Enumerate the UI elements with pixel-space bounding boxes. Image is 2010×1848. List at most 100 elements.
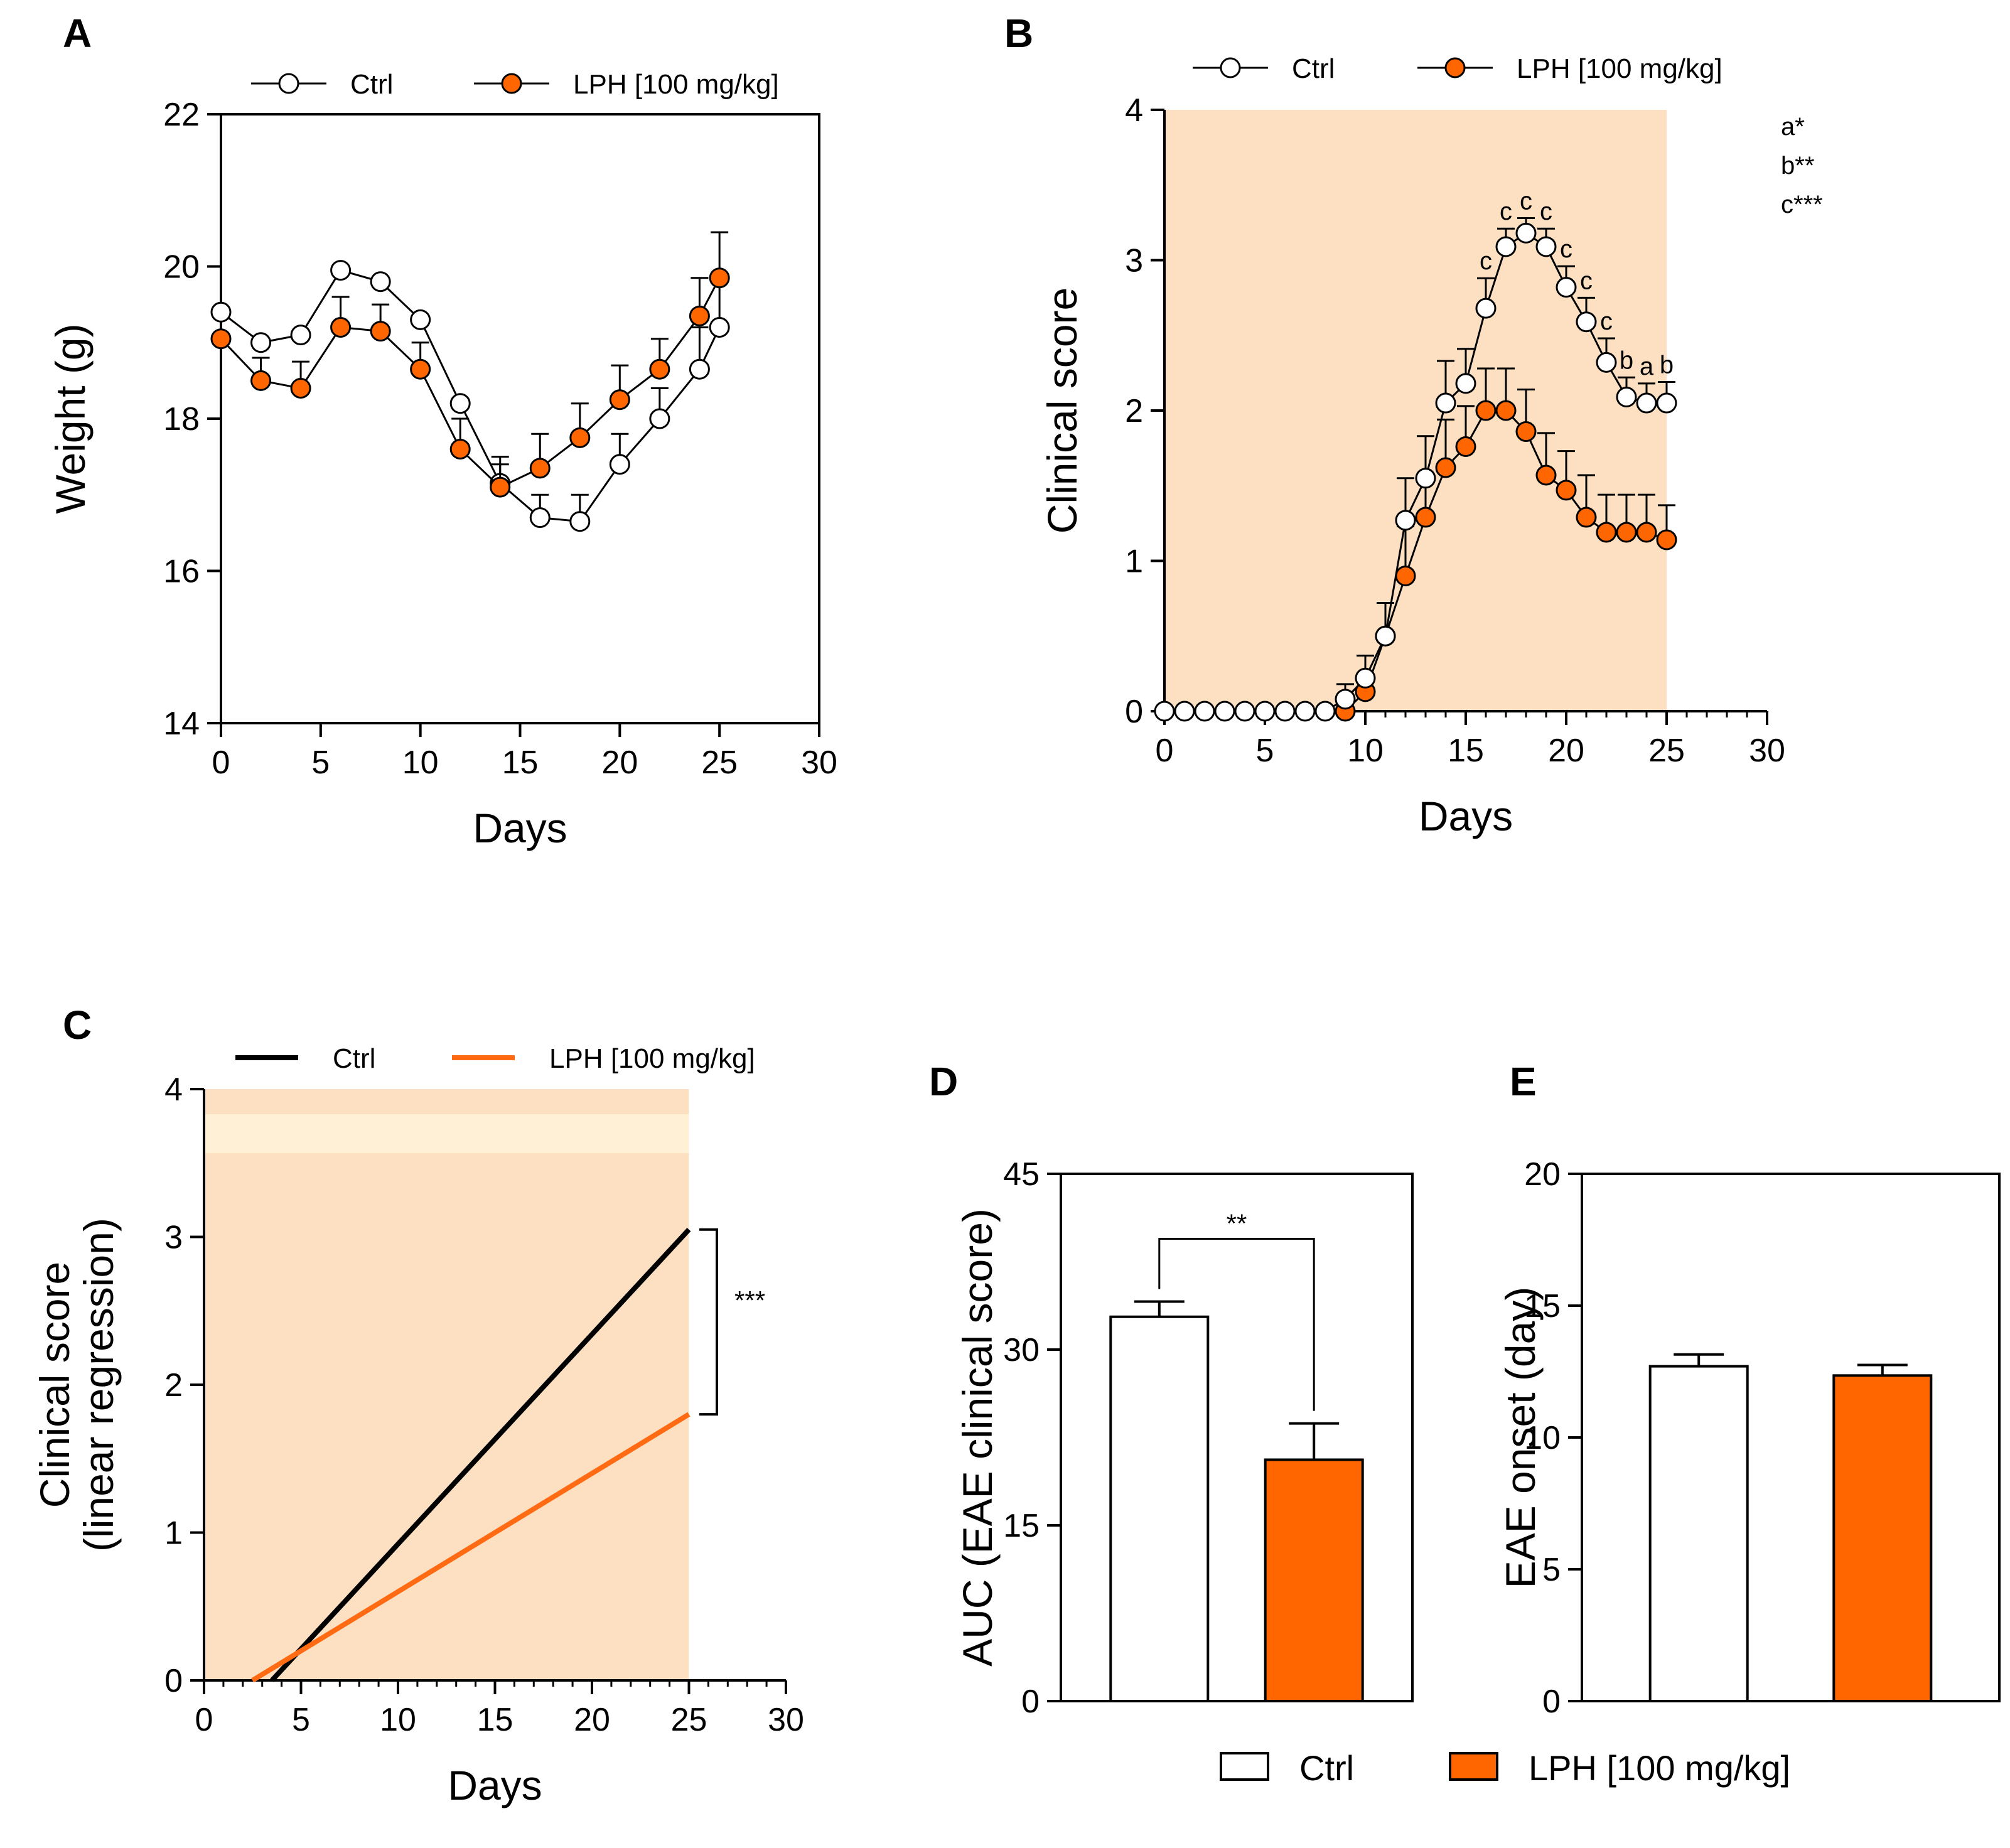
y-tick-label: 16 (163, 554, 200, 590)
ctrl-data-point (1214, 701, 1235, 722)
y-tick-label: 10 (1524, 1420, 1561, 1456)
ctrl-data-point (1375, 625, 1396, 647)
ctrl-data-point (1395, 510, 1416, 531)
x-tick-label: 5 (311, 744, 330, 781)
x-tick-label: 30 (768, 1702, 804, 1738)
panel-letter-d: D (929, 1059, 958, 1104)
lph-data-point (709, 267, 730, 289)
ctrl-data-point (1556, 277, 1577, 298)
x-tick-label: 25 (671, 1702, 707, 1738)
significance-label: *** (734, 1286, 765, 1315)
y-tick-label: 20 (163, 249, 200, 286)
y-axis-title: EAE onset (day) (1497, 1287, 1544, 1589)
y-tick-label: 14 (163, 706, 200, 742)
x-tick-label: 30 (1749, 733, 1785, 769)
panel-b: B 0 5 10 15 20 25 30 0 1 2 3 4 Days Clinical score Ctr… (1004, 11, 1823, 839)
lph-data-point (1596, 522, 1617, 543)
y-tick-label: 4 (1125, 92, 1143, 129)
lph-data-point (410, 358, 431, 380)
lph-data-point (1636, 522, 1657, 543)
ctrl-data-point (1154, 701, 1175, 722)
panel-letter-b: B (1004, 11, 1033, 56)
ctrl-data-point (689, 358, 710, 380)
ctrl-sig-label: c (1480, 247, 1492, 275)
ctrl-data-point (1194, 701, 1215, 722)
legend-ctrl-label: Ctrl (1292, 53, 1335, 84)
ctrl-data-point (370, 271, 391, 293)
y-axis-title: Clinical score (31, 1262, 78, 1508)
lph-data-point (370, 321, 391, 342)
legend-ctrl-label: Ctrl (333, 1043, 375, 1074)
ctrl-data-point (1495, 236, 1517, 257)
legend-lph-marker (1444, 57, 1466, 78)
y-tick-label: 3 (1125, 243, 1143, 279)
x-tick-label: 25 (701, 744, 738, 781)
y-tick-label: 20 (1524, 1156, 1561, 1193)
legend-ctrl-label: Ctrl (1299, 1748, 1354, 1788)
significance-key: c*** (1781, 191, 1823, 218)
ctrl-data-point (410, 309, 431, 330)
y-tick-label: 18 (163, 401, 200, 438)
x-tick-label: 20 (1548, 733, 1584, 769)
x-tick-label: 15 (477, 1702, 513, 1738)
lph-regression-line (251, 1412, 691, 1683)
lph-bar (1264, 1458, 1364, 1702)
ctrl-data-point (449, 393, 471, 414)
ctrl-bar (1109, 1315, 1210, 1703)
ctrl-data-point (1455, 373, 1476, 394)
legend-lph-marker (501, 73, 522, 94)
y-tick-label: 5 (1542, 1552, 1561, 1588)
ctrl-data-point (609, 454, 630, 475)
significance-bracket (1158, 1237, 1315, 1411)
y-tick-label: 0 (1542, 1684, 1561, 1720)
ctrl-data-point (1435, 392, 1456, 414)
legend-ctrl-label: Ctrl (350, 69, 393, 100)
lph-data-point (1656, 529, 1677, 551)
ctrl-sig-label: c (1600, 308, 1613, 335)
y-tick-label: 4 (164, 1072, 183, 1108)
y-axis-title: AUC (EAE clinical score) (954, 1208, 1001, 1667)
ctrl-data-point (290, 325, 311, 346)
significance-label: ** (1227, 1208, 1247, 1238)
lph-data-point (449, 439, 471, 459)
ctrl-data-point (1535, 236, 1557, 257)
treatment-shade-band (204, 1114, 689, 1153)
ctrl-regression-line (270, 1228, 691, 1682)
x-tick-label: 0 (195, 1702, 213, 1738)
ctrl-bar (1648, 1365, 1749, 1703)
lph-data-point (1576, 507, 1597, 528)
ctrl-data-point (1596, 352, 1617, 373)
significance-key: a* (1781, 113, 1805, 141)
treatment-shade (204, 1089, 689, 1680)
ctrl-sig-label: b (1620, 346, 1633, 374)
x-tick-label: 10 (1347, 733, 1384, 769)
legend-lph-label: LPH [100 mg/kg] (1529, 1748, 1790, 1788)
lph-data-point (649, 358, 670, 380)
significance-key: b** (1781, 152, 1814, 180)
legend-ctrl-marker (1220, 57, 1241, 78)
ctrl-sig-label: c (1560, 235, 1572, 263)
panel-c: C 0 5 10 15 20 25 30 0 1 2 3 4 Days Clinical score(li… (31, 1002, 804, 1808)
x-tick-label: 25 (1648, 733, 1685, 769)
ctrl-data-point (569, 511, 591, 532)
ctrl-data-point (210, 301, 232, 323)
x-axis-title: Days (1419, 793, 1513, 839)
x-tick-label: 20 (574, 1702, 610, 1738)
ctrl-sig-label: c (1580, 267, 1593, 294)
x-axis-title: Days (448, 1762, 542, 1808)
lph-data-point (1415, 507, 1436, 528)
y-tick-label: 0 (164, 1663, 183, 1699)
x-tick-label: 5 (292, 1702, 310, 1738)
x-tick-label: 10 (380, 1702, 416, 1738)
lph-data-point (1495, 400, 1517, 421)
ctrl-data-point (1254, 701, 1276, 722)
ctrl-data-point (1294, 701, 1316, 722)
x-tick-label: 15 (502, 744, 539, 781)
y-tick-label: 1 (1125, 544, 1143, 580)
plot-frame (220, 113, 820, 724)
ctrl-sig-label: c (1500, 198, 1512, 225)
x-tick-label: 0 (1156, 733, 1174, 769)
y-axis-title: Clinical score (1039, 287, 1085, 534)
treatment-shade (1164, 110, 1667, 711)
